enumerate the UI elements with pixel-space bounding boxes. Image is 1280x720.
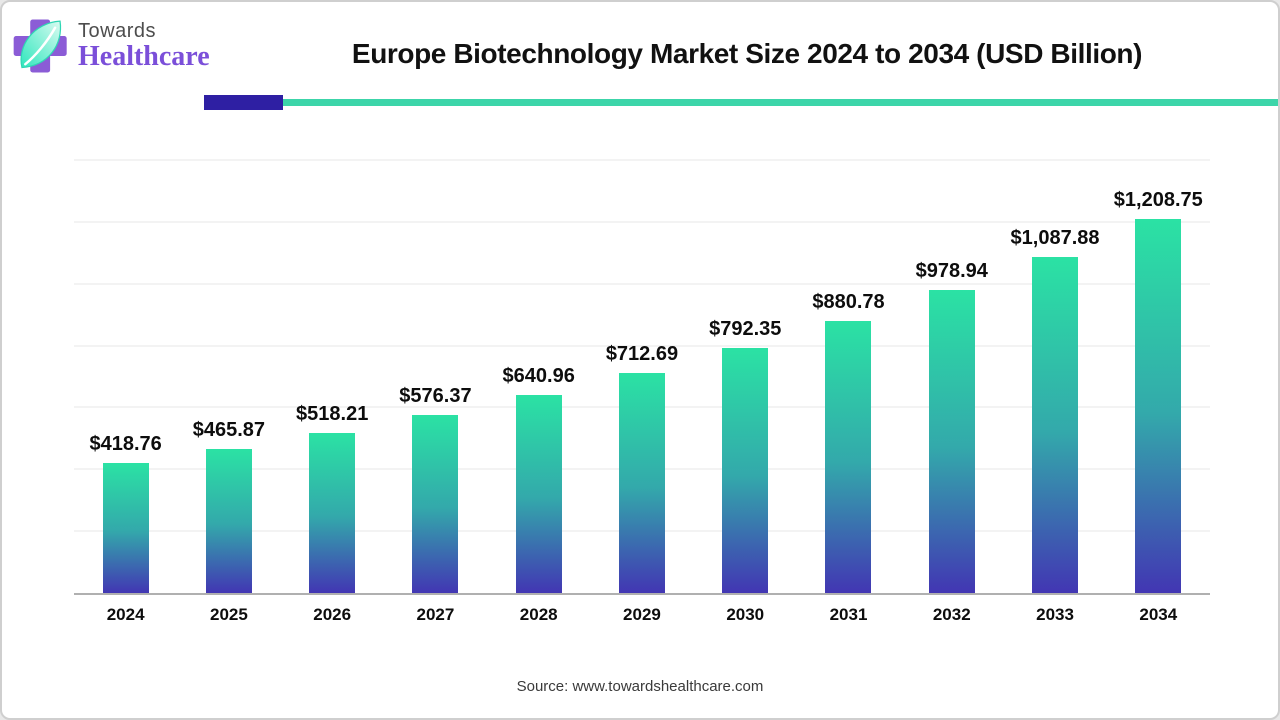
rule-teal-segment — [283, 98, 1278, 106]
gridline — [74, 159, 1210, 161]
gridline — [74, 344, 1210, 347]
x-axis-label: 2025 — [209, 605, 248, 624]
x-axis-label: 2030 — [726, 605, 765, 624]
bar-value-label: $518.21 — [296, 402, 369, 425]
x-axis-label: 2033 — [1036, 605, 1074, 624]
bar — [102, 463, 149, 593]
bar-group: $1,087.88 — [1003, 162, 1106, 593]
x-axis-label: 2032 — [932, 605, 971, 624]
bar-value-label: $640.96 — [502, 364, 575, 387]
brand-name-top: Towards — [78, 19, 156, 42]
header-rule — [204, 94, 1278, 110]
bar-group: $792.35 — [694, 162, 797, 593]
bar-value-label: $465.87 — [192, 418, 266, 441]
x-axis-label: 2026 — [313, 605, 352, 624]
bar-group: $518.21 — [281, 162, 384, 593]
bar-value-label: $712.69 — [605, 342, 679, 365]
x-axis-label: 2028 — [519, 605, 558, 624]
bar-group: $880.78 — [797, 162, 900, 593]
bar-chart-plot-area: $418.76 $465.87 $518.21 $576.37 $640.96 $712.… — [74, 159, 1210, 595]
bar-slots: $418.76 $465.87 $518.21 $576.37 $640.96 $712.… — [74, 162, 1210, 593]
bar-value-label: $792.35 — [709, 317, 782, 340]
x-axis-label: 2029 — [623, 605, 661, 624]
bar — [205, 448, 252, 593]
bar — [928, 290, 975, 593]
x-axis-label: 2034 — [1139, 605, 1178, 624]
bar-group: $640.96 — [487, 162, 590, 593]
gridline — [74, 282, 1210, 285]
bar — [618, 372, 665, 593]
x-axis-label: 2027 — [416, 605, 455, 624]
bar-value-label: $1,087.88 — [1010, 226, 1100, 249]
bar — [722, 347, 769, 593]
bar-value-label: $978.94 — [915, 260, 988, 283]
bar-group: $712.69 — [590, 162, 693, 593]
source-note: Source: www.towardshealthcare.com — [516, 678, 764, 695]
bar-value-label: $880.78 — [812, 290, 885, 313]
bar — [515, 394, 562, 593]
rule-purple-segment — [204, 94, 283, 110]
bar-value-label: $418.76 — [89, 433, 162, 456]
x-axis: 2024 2025 2026 2027 2028 2029 2030 2031 2032 2033… — [74, 605, 1210, 625]
page-title: Europe Biotechnology Market Size 2024 to… — [351, 38, 1143, 69]
bar — [825, 320, 872, 593]
bar — [1032, 256, 1079, 593]
bar-value-label: $576.37 — [399, 384, 472, 407]
bar-group: $978.94 — [900, 162, 1003, 593]
brand-text: Towards Healthcare — [78, 19, 210, 72]
x-axis-label: 2031 — [829, 605, 868, 624]
brand: Towards Healthcare — [12, 14, 210, 78]
bar — [1135, 219, 1182, 593]
towards-healthcare-logo-icon — [13, 19, 67, 73]
brand-name-bottom: Healthcare — [78, 40, 210, 72]
bar-value-label: $1,208.75 — [1113, 189, 1203, 212]
bar — [412, 414, 459, 593]
bar — [309, 432, 356, 593]
bar-group: $576.37 — [384, 162, 487, 593]
bar-group: $465.87 — [177, 162, 280, 593]
gridline — [74, 220, 1210, 223]
bar-group: $1,208.75 — [1107, 162, 1210, 593]
x-axis-label: 2024 — [106, 605, 145, 624]
bar-group: $418.76 — [74, 162, 177, 593]
